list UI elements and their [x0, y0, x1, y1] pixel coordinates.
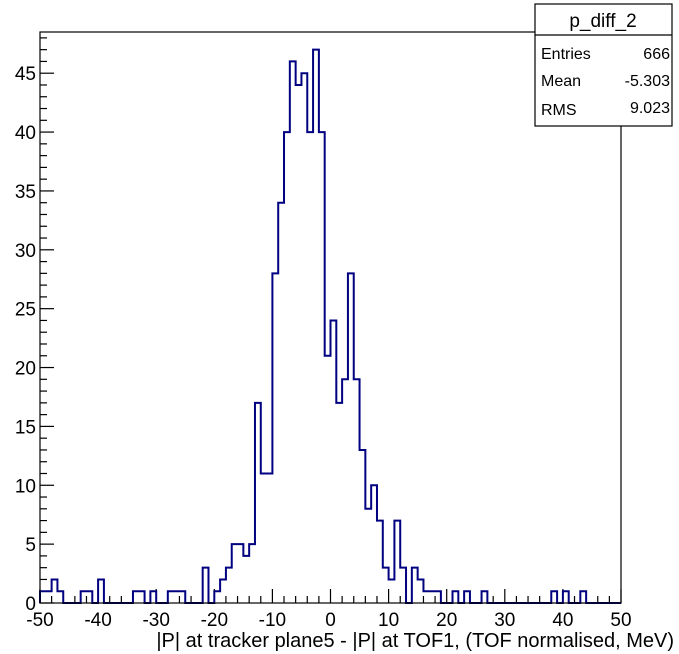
histogram-bin [365, 509, 371, 603]
stats-box-title: p_diff_2 [569, 11, 636, 32]
histogram-bin [342, 379, 348, 603]
stats-rms-label: RMS [541, 102, 577, 119]
y-tick-label: 0 [25, 594, 36, 615]
y-tick-labels: 0 5 10 15 20 25 30 35 40 45 [15, 64, 36, 615]
y-tick-label: 15 [15, 417, 36, 438]
stats-box: p_diff_2 Entries 666 Mean -5.303 RMS 9.0… [534, 3, 673, 127]
x-tick-label: 40 [552, 610, 573, 631]
histogram-outline [39, 48, 621, 604]
histogram-bin [325, 356, 331, 603]
y-tick-label: 35 [15, 182, 36, 203]
stats-entries-label: Entries [541, 46, 591, 63]
histogram-bin [174, 591, 180, 603]
x-tick-label: 50 [610, 610, 631, 631]
histogram-bin [336, 403, 342, 603]
histogram-bin [307, 132, 313, 603]
histogram-bin [429, 591, 435, 603]
histogram-bin [389, 579, 395, 603]
histogram-bin [46, 591, 52, 603]
y-tick-label: 5 [25, 535, 36, 556]
x-tick-labels: -50 -40 -30 -20 -10 0 10 20 30 40 50 [26, 610, 631, 631]
y-tick-label: 40 [15, 123, 36, 144]
histogram-bin [290, 61, 296, 603]
histogram-bin [261, 473, 267, 603]
histogram-bin [423, 591, 429, 603]
x-tick-label: -40 [84, 610, 111, 631]
plot-frame [39, 31, 622, 604]
y-tick-label: 20 [15, 359, 36, 380]
y-tick-label: 30 [15, 241, 36, 262]
histogram-bin [301, 73, 307, 603]
x-tick-label: -50 [26, 610, 53, 631]
y-tick-label: 10 [15, 476, 36, 497]
stats-mean-value: -5.303 [625, 73, 670, 90]
x-tick-label: -10 [259, 610, 286, 631]
y-tick-label: 25 [15, 300, 36, 321]
x-tick-label: -30 [142, 610, 169, 631]
histogram-bin [243, 556, 249, 603]
stats-rms-value: 9.023 [630, 100, 670, 117]
histogram-bin [296, 85, 302, 603]
x-tick-label: 30 [494, 610, 515, 631]
stats-entries-value: 666 [643, 46, 670, 63]
x-tick-label: -20 [201, 610, 228, 631]
x-axis-label: |P| at tracker plane5 - |P| at TOF1, (TO… [156, 630, 674, 652]
y-tick-label: 45 [15, 64, 36, 85]
x-tick-label: 0 [325, 610, 336, 631]
stats-mean-label: Mean [541, 73, 581, 90]
histogram-bin [267, 473, 273, 603]
x-tick-label: 20 [436, 610, 457, 631]
x-tick-label: 10 [378, 610, 399, 631]
